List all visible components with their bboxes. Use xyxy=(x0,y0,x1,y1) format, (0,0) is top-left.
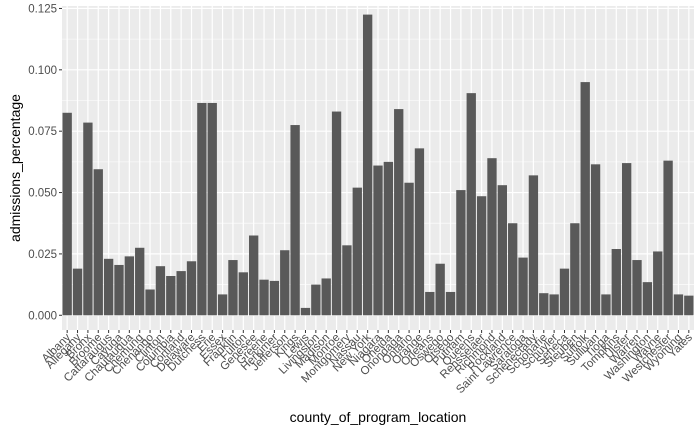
y-tick-label: 0.100 xyxy=(28,65,57,77)
bar xyxy=(425,291,435,316)
bar xyxy=(528,175,539,316)
bar xyxy=(373,165,383,316)
bar xyxy=(559,268,570,316)
bar xyxy=(280,250,290,316)
bar xyxy=(342,245,352,316)
y-axis-ticks: 0.000 0.025 0.050 0.075 0.100 0.125 xyxy=(28,3,62,322)
bar xyxy=(290,125,300,316)
bar xyxy=(124,256,135,316)
bar xyxy=(135,247,145,316)
bar xyxy=(311,284,321,316)
x-axis-ticks: AlbanyAlleganyBronxBroomeCattaraugusCayu… xyxy=(40,330,695,396)
bar xyxy=(166,276,176,316)
bar xyxy=(321,278,331,316)
bar xyxy=(155,266,166,316)
y-tick-label: 0.050 xyxy=(28,188,57,200)
bar xyxy=(269,280,280,316)
y-axis-title: admissions_percentage xyxy=(7,94,23,242)
bar xyxy=(642,282,653,316)
bar xyxy=(352,187,362,316)
y-tick-label: 0.075 xyxy=(28,126,57,138)
bar xyxy=(590,164,601,316)
bar xyxy=(114,264,124,316)
bar xyxy=(466,93,476,316)
bar xyxy=(508,223,518,316)
bar xyxy=(249,235,259,316)
bar xyxy=(653,251,663,316)
bar xyxy=(259,279,269,316)
bar xyxy=(394,109,404,316)
bar xyxy=(362,14,373,316)
bar xyxy=(611,249,621,316)
bar xyxy=(632,260,642,316)
bar xyxy=(414,148,425,316)
bar xyxy=(228,260,238,316)
bar xyxy=(601,294,611,316)
bar xyxy=(83,122,93,316)
bar xyxy=(570,223,580,316)
y-tick-label: 0.000 xyxy=(28,310,57,322)
major-gridlines xyxy=(62,6,694,330)
bar xyxy=(497,185,507,316)
y-tick-label: 0.125 xyxy=(28,3,57,15)
bar xyxy=(197,102,207,316)
bar xyxy=(435,263,445,316)
bar xyxy=(207,102,217,316)
bar xyxy=(383,161,394,316)
bar xyxy=(621,163,632,316)
bar xyxy=(476,196,487,316)
bar xyxy=(62,112,72,316)
bar xyxy=(300,307,311,316)
bar xyxy=(549,294,559,316)
y-tick-label: 0.025 xyxy=(28,249,57,261)
bar xyxy=(456,190,466,316)
bar xyxy=(487,158,497,316)
bar xyxy=(673,294,684,316)
bar xyxy=(72,268,83,316)
bar xyxy=(445,291,456,316)
bar xyxy=(331,111,342,316)
bar xyxy=(176,271,186,316)
bar xyxy=(93,169,103,316)
bar xyxy=(217,294,228,316)
bar xyxy=(580,82,590,316)
bar xyxy=(186,261,197,316)
bar xyxy=(238,272,248,316)
bar xyxy=(518,257,528,316)
bar xyxy=(145,289,155,316)
bar xyxy=(684,295,694,316)
bar xyxy=(103,258,114,316)
bar xyxy=(663,160,673,316)
x-axis-title: county_of_program_location xyxy=(290,409,467,425)
bars xyxy=(62,14,694,316)
bar xyxy=(539,293,549,316)
bar xyxy=(404,182,414,316)
